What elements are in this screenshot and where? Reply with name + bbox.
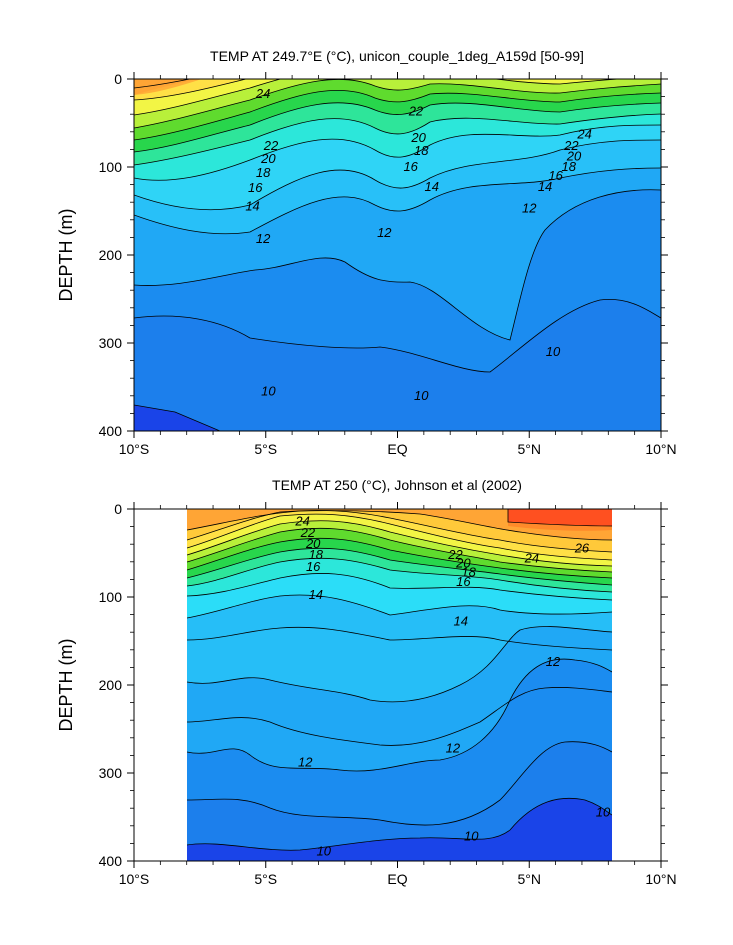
bottom-contour-label: 22 xyxy=(447,547,463,562)
bottom-contour-label: 24 xyxy=(524,550,539,565)
bottom-contour-label: 12 xyxy=(546,654,561,669)
top-y-tick-label: 0 xyxy=(114,71,122,87)
bottom-x-tick-label: 5°S xyxy=(254,871,277,887)
top-axes: 10°S 5°S EQ 5°N 10°N 0 100 200 300 400 xyxy=(99,71,677,457)
top-y-tick-label: 300 xyxy=(99,335,123,351)
top-contour-label: 14 xyxy=(425,179,439,194)
bottom-contour-label: 16 xyxy=(456,574,471,589)
top-contour-label: 20 xyxy=(260,151,276,166)
bottom-contour-fill xyxy=(134,509,661,861)
top-y-tick-label: 400 xyxy=(99,423,123,439)
bottom-contour-label: 22 xyxy=(300,525,316,540)
bottom-x-tick-label: 10°N xyxy=(645,871,676,887)
bottom-contour-label: 26 xyxy=(574,541,590,556)
bottom-contour-label: 18 xyxy=(309,547,324,562)
top-x-tick-label: 5°N xyxy=(518,441,542,457)
top-contour-label: 10 xyxy=(546,344,561,359)
bottom-contour-label: 10 xyxy=(464,828,479,843)
top-contour-label: 20 xyxy=(566,148,582,163)
top-chart-title: TEMP AT 249.7°E (°C), unicon_couple_1deg… xyxy=(210,48,584,64)
bottom-contour-label: 12 xyxy=(298,754,313,769)
bottom-y-axis-label: DEPTH (m) xyxy=(56,639,76,732)
top-contour-label: 24 xyxy=(576,126,591,141)
top-x-tick-label: 10°S xyxy=(119,441,150,457)
top-contour-label: 18 xyxy=(414,143,429,158)
top-contour-label: 18 xyxy=(256,165,271,180)
top-contour-label: 18 xyxy=(562,159,577,174)
top-contour-label: 14 xyxy=(245,199,259,214)
bottom-contour-label: 14 xyxy=(309,587,323,602)
bottom-contour-label: 18 xyxy=(461,564,476,579)
top-contour-label: 12 xyxy=(377,225,392,240)
top-x-tick-label: 5°S xyxy=(254,441,277,457)
bottom-contour-label: 10 xyxy=(316,843,331,858)
bottom-chart-title: TEMP AT 250 (°C), Johnson et al (2002) xyxy=(272,477,522,493)
top-contour-label: 22 xyxy=(263,138,279,153)
bottom-y-tick-label: 200 xyxy=(99,677,123,693)
bottom-y-tick-label: 100 xyxy=(99,589,123,605)
top-contour-fill xyxy=(134,79,661,431)
bottom-x-tick-label: EQ xyxy=(387,871,407,887)
top-contour-label: 10 xyxy=(261,383,276,398)
top-contour-label: 24 xyxy=(255,86,270,101)
top-x-tick-label: EQ xyxy=(387,441,407,457)
top-y-axis-label: DEPTH (m) xyxy=(56,209,76,302)
bottom-contour-label: 16 xyxy=(306,559,321,574)
top-contour-label: 16 xyxy=(248,180,263,195)
top-contour-label: 12 xyxy=(522,200,537,215)
bottom-y-tick-label: 400 xyxy=(99,853,123,869)
top-contour-label: 12 xyxy=(256,231,271,246)
top-y-tick-label: 200 xyxy=(99,247,123,263)
bottom-contour-label: 12 xyxy=(446,740,461,755)
bottom-y-tick-label: 300 xyxy=(99,765,123,781)
bottom-x-tick-label: 10°S xyxy=(119,871,150,887)
top-y-tick-label: 100 xyxy=(99,159,123,175)
bottom-contour-label: 20 xyxy=(305,536,321,551)
top-contour-label: 16 xyxy=(403,159,418,174)
bottom-contour-label: 20 xyxy=(455,556,471,571)
bottom-contour-label: 24 xyxy=(294,513,309,528)
top-contour-label: 10 xyxy=(414,388,429,403)
bottom-x-tick-label: 5°N xyxy=(518,871,542,887)
top-x-tick-label: 10°N xyxy=(645,441,676,457)
top-contour-label: 22 xyxy=(563,138,579,153)
top-contour-label: 22 xyxy=(408,104,424,119)
bottom-axes: 10°S 5°S EQ 5°N 10°N 0 100 200 300 400 xyxy=(99,501,677,887)
top-contour-label: 20 xyxy=(410,130,426,145)
top-contour-label: 14 xyxy=(538,179,552,194)
top-contour-label: 16 xyxy=(548,168,563,183)
bottom-y-tick-label: 0 xyxy=(114,501,122,517)
bottom-contour-label: 10 xyxy=(596,805,611,820)
bottom-contour-label: 14 xyxy=(454,614,468,629)
